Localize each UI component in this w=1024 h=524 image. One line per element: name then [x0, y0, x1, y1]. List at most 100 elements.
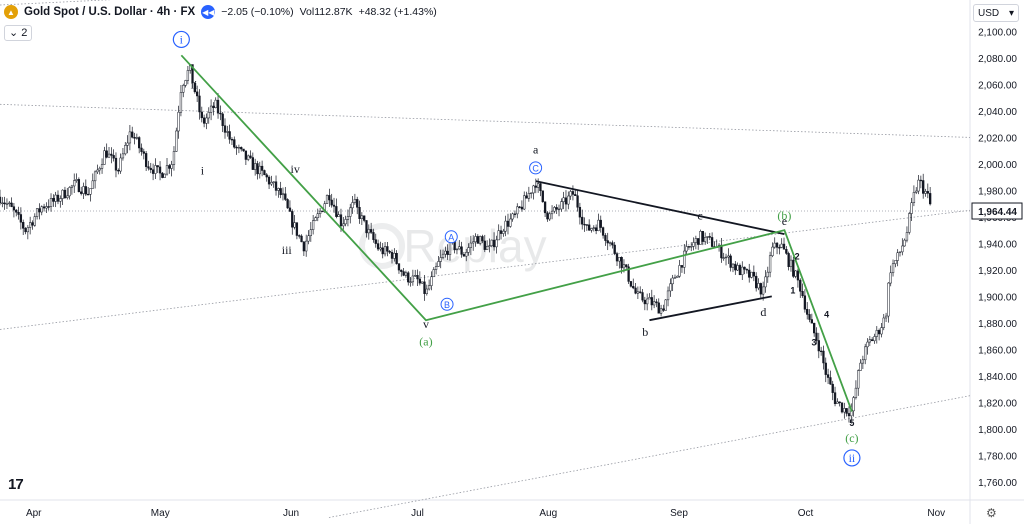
wave-label: e — [782, 214, 787, 228]
candle-body — [402, 271, 405, 276]
wave-label: iii — [282, 243, 293, 257]
candle-body — [813, 322, 816, 334]
candle-body — [342, 223, 345, 227]
candle-body — [156, 165, 159, 168]
candle-body — [748, 269, 751, 278]
candle-body — [671, 277, 674, 285]
candle-body — [100, 164, 104, 169]
candle-body — [114, 157, 118, 171]
candle-body — [518, 206, 521, 208]
candle-body — [553, 207, 556, 212]
gear-icon[interactable]: ⚙ — [986, 506, 997, 520]
candle-body — [701, 230, 704, 242]
candle-body — [298, 235, 301, 237]
candle-body — [861, 359, 865, 364]
candle-body — [42, 206, 46, 209]
watermark-text: Replay — [403, 220, 546, 272]
candle-body — [330, 199, 333, 206]
candle-body — [546, 212, 549, 220]
candle-body — [912, 192, 916, 203]
wave-label: ii — [849, 451, 856, 465]
candle-body — [35, 208, 39, 217]
candle-body — [543, 201, 547, 214]
candle-body — [745, 269, 749, 271]
candle-body — [142, 151, 145, 154]
y-tick-label: 2,100.00 — [978, 27, 1017, 38]
candle-body — [513, 213, 517, 215]
candle-body — [63, 189, 67, 199]
candle-body — [467, 247, 470, 253]
wave-label: B — [444, 300, 450, 310]
candle-body — [165, 165, 169, 175]
candle-body — [476, 236, 479, 244]
indicators-toggle[interactable]: ⌄ 2 — [4, 25, 33, 41]
candle-body — [77, 179, 81, 193]
wave-label: (b) — [777, 209, 791, 223]
candle-body — [562, 197, 565, 202]
candle-body — [93, 171, 97, 182]
candle-body — [381, 247, 384, 255]
candle-body — [305, 240, 308, 252]
candle-body — [608, 242, 612, 244]
wave-label-circle — [529, 161, 543, 175]
candle-body — [73, 180, 76, 187]
candle-body — [286, 199, 289, 209]
candle-body — [311, 220, 315, 230]
candle-body — [601, 227, 605, 236]
wave-label: v — [423, 317, 429, 331]
candle-body — [251, 157, 254, 170]
candle-body — [824, 362, 827, 375]
candle-body — [922, 180, 925, 194]
candle-body — [462, 254, 466, 257]
candle-body — [144, 153, 148, 167]
candle-body — [293, 222, 296, 228]
candle-body — [829, 377, 832, 385]
candle-body — [216, 99, 220, 114]
candle-body — [662, 308, 665, 311]
candle-body — [379, 247, 382, 250]
candle-body — [418, 278, 421, 284]
candle-body — [68, 187, 71, 197]
candle-body — [690, 246, 693, 248]
candle-body — [425, 288, 428, 294]
candle-body — [759, 283, 762, 295]
candle-body — [822, 350, 825, 364]
candle-body — [161, 172, 164, 178]
candle-body — [121, 153, 125, 159]
candle-body — [135, 137, 139, 139]
candle-body — [244, 150, 248, 160]
candle-body — [629, 281, 633, 287]
candle-body — [836, 401, 839, 404]
candle-body — [843, 408, 846, 413]
candle-body — [31, 222, 34, 226]
extra-change: +48.32 (+1.43%) — [358, 6, 437, 18]
wave-label: ii — [191, 77, 198, 91]
candle-body — [523, 195, 526, 210]
candle-body — [903, 239, 906, 247]
candle-body — [639, 291, 642, 293]
candle-body — [692, 242, 695, 247]
y-tick-label: 1,800.00 — [978, 425, 1017, 436]
candle-body — [525, 195, 528, 199]
channel-mid — [0, 103, 971, 138]
candle-body — [179, 92, 183, 113]
candle-body — [414, 275, 417, 277]
candle-body — [154, 165, 157, 174]
candle-body — [680, 265, 684, 268]
candle-body — [49, 198, 53, 207]
candle-body — [61, 189, 64, 199]
candle-body — [226, 131, 229, 133]
candle-body — [659, 308, 663, 314]
candle-body — [45, 206, 48, 209]
currency-button[interactable]: USD ▾ — [973, 4, 1019, 22]
candle-body — [615, 253, 619, 262]
price-change: −2.05 (−0.10%) — [221, 6, 294, 18]
candle-body — [416, 275, 419, 280]
replay-icon[interactable]: ◀◀ — [201, 5, 216, 19]
candle-body — [421, 281, 424, 284]
candle-body — [1, 202, 4, 204]
symbol-title[interactable]: Gold Spot / U.S. Dollar · 4h · FX — [24, 6, 196, 18]
candle-body — [219, 112, 222, 115]
candle-body — [919, 179, 923, 182]
